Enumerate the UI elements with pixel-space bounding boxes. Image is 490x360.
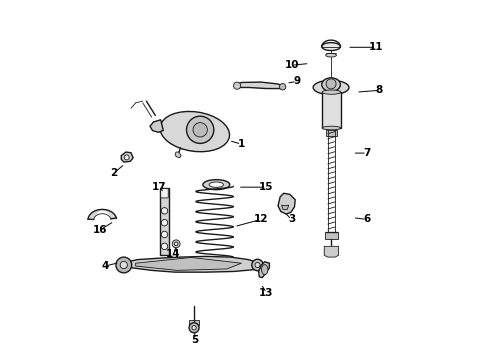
- Text: 16: 16: [93, 225, 107, 235]
- FancyBboxPatch shape: [325, 232, 338, 239]
- Circle shape: [124, 155, 129, 160]
- Circle shape: [161, 220, 168, 226]
- Ellipse shape: [322, 90, 341, 94]
- Text: 5: 5: [191, 334, 198, 345]
- Polygon shape: [259, 262, 270, 278]
- Text: 3: 3: [288, 215, 295, 224]
- Polygon shape: [282, 205, 289, 210]
- Circle shape: [116, 257, 132, 273]
- Circle shape: [255, 262, 260, 267]
- Circle shape: [252, 259, 263, 271]
- Circle shape: [120, 261, 127, 269]
- Text: 14: 14: [166, 248, 181, 258]
- Polygon shape: [122, 256, 259, 272]
- Circle shape: [161, 231, 168, 238]
- Circle shape: [193, 123, 207, 137]
- Ellipse shape: [209, 182, 223, 187]
- Ellipse shape: [322, 42, 341, 50]
- Text: 7: 7: [363, 148, 370, 158]
- Ellipse shape: [313, 80, 349, 95]
- Ellipse shape: [326, 53, 337, 57]
- Circle shape: [172, 240, 180, 248]
- Polygon shape: [175, 152, 181, 158]
- Text: 10: 10: [284, 60, 299, 70]
- Circle shape: [192, 325, 196, 330]
- Circle shape: [161, 208, 168, 214]
- Text: 2: 2: [110, 168, 118, 178]
- FancyBboxPatch shape: [326, 130, 337, 136]
- Circle shape: [279, 84, 286, 90]
- Polygon shape: [136, 257, 242, 270]
- Text: 13: 13: [259, 288, 274, 298]
- Text: 8: 8: [376, 85, 383, 95]
- Text: 11: 11: [368, 42, 383, 52]
- Text: 1: 1: [238, 139, 245, 149]
- Text: 15: 15: [259, 182, 274, 192]
- FancyBboxPatch shape: [160, 188, 169, 255]
- Ellipse shape: [262, 265, 268, 275]
- Circle shape: [234, 82, 241, 89]
- Ellipse shape: [160, 112, 229, 152]
- Ellipse shape: [322, 78, 341, 91]
- Circle shape: [187, 116, 214, 143]
- Ellipse shape: [322, 126, 341, 130]
- Circle shape: [161, 243, 168, 249]
- Polygon shape: [278, 193, 295, 214]
- Polygon shape: [150, 120, 163, 132]
- Text: 17: 17: [151, 182, 166, 192]
- Ellipse shape: [203, 180, 230, 190]
- Circle shape: [189, 323, 199, 333]
- FancyBboxPatch shape: [322, 92, 341, 128]
- Circle shape: [174, 242, 178, 246]
- Polygon shape: [324, 246, 339, 257]
- Text: 6: 6: [363, 215, 370, 224]
- Polygon shape: [236, 82, 285, 89]
- Text: 12: 12: [254, 215, 269, 224]
- Circle shape: [326, 79, 336, 89]
- Text: 4: 4: [101, 261, 109, 271]
- Polygon shape: [122, 152, 133, 162]
- Text: 9: 9: [294, 76, 300, 86]
- FancyBboxPatch shape: [189, 320, 199, 325]
- FancyBboxPatch shape: [161, 189, 168, 198]
